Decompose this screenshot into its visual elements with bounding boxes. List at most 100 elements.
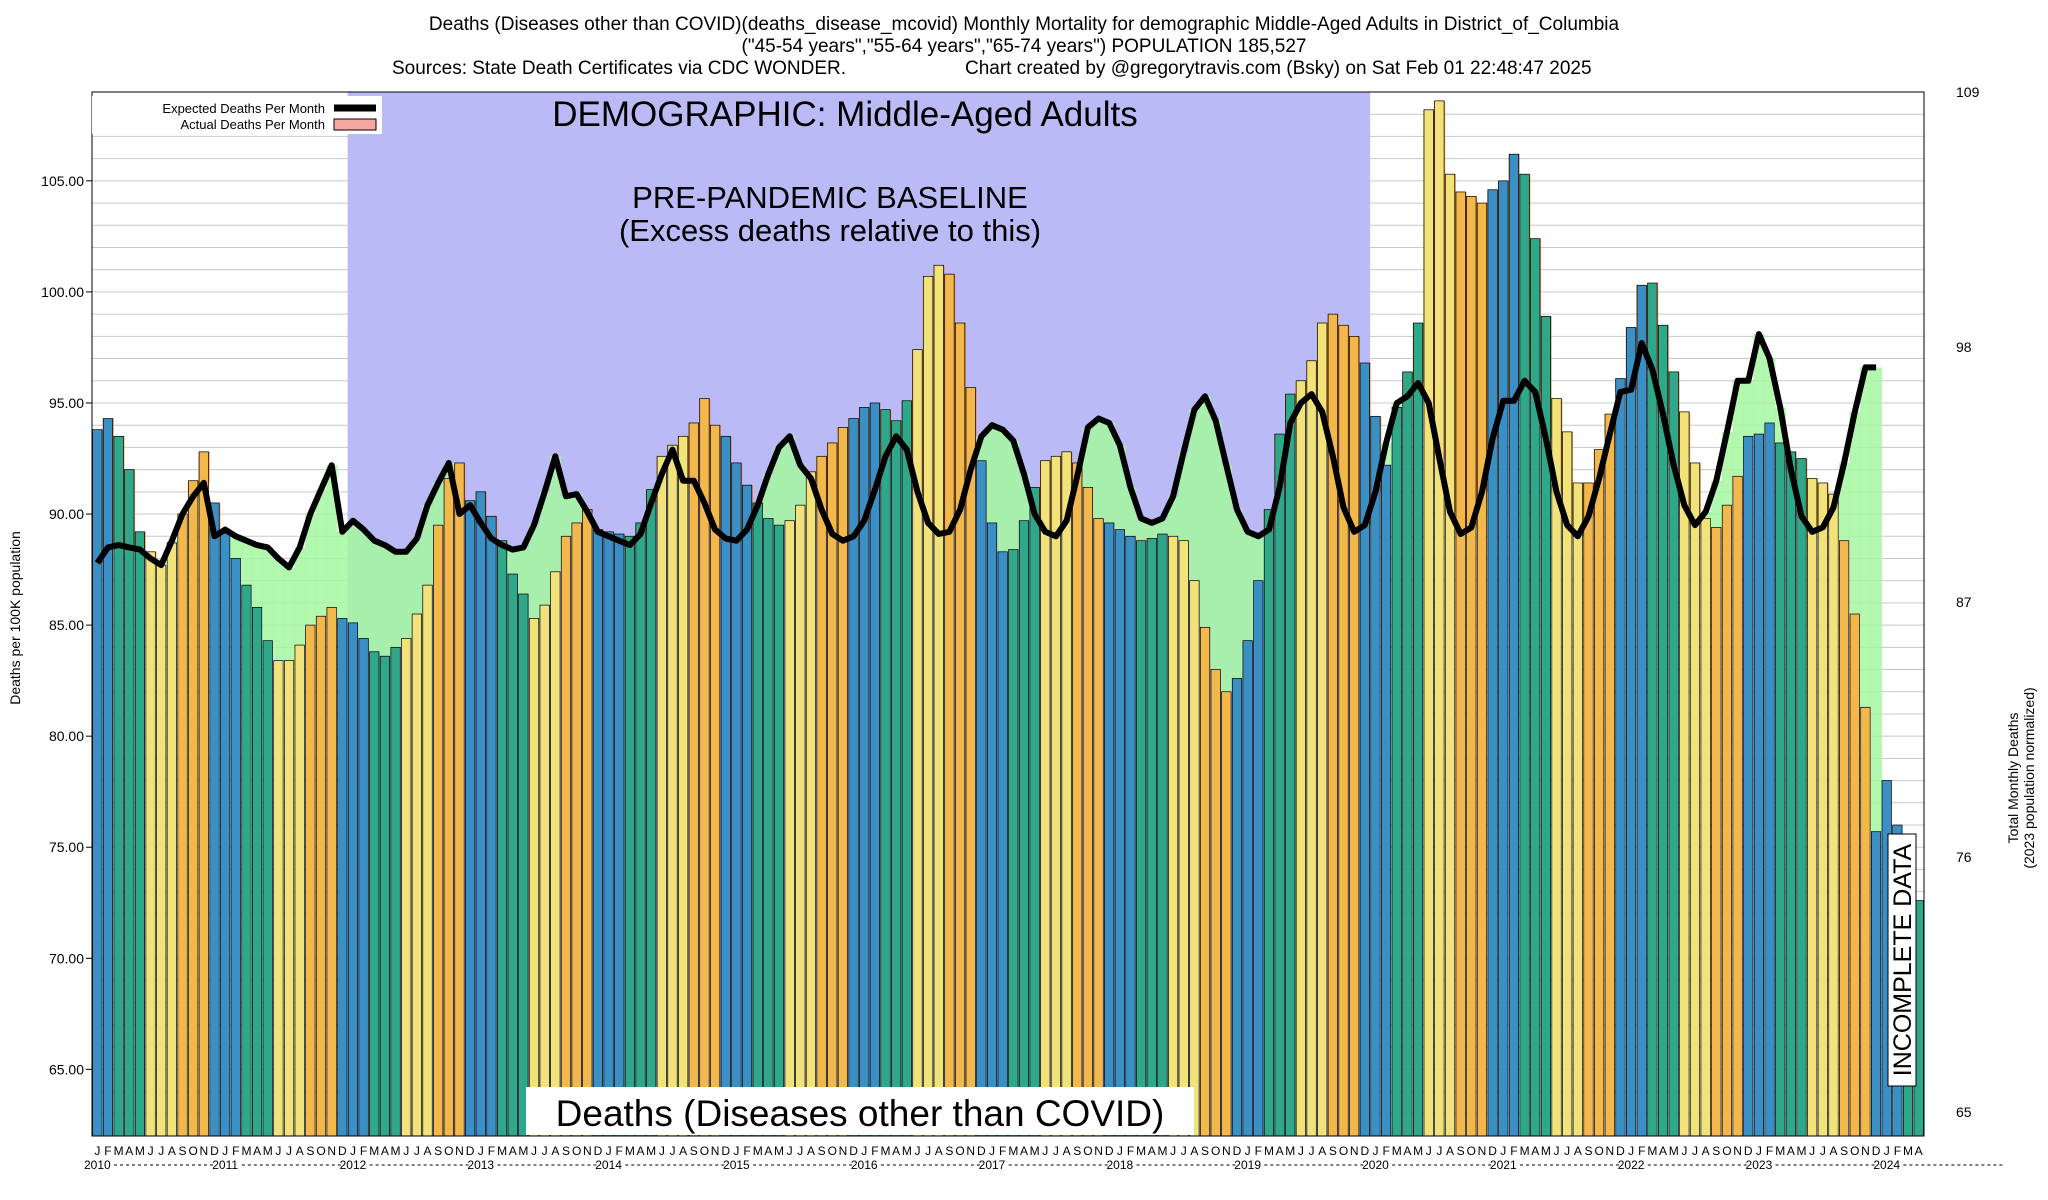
x-month-label: A [1787,1144,1795,1158]
actual-bar [986,522,998,1137]
x-month-label: O [1083,1144,1092,1158]
x-month-label: S [690,1144,698,1158]
actual-bar [124,469,135,1137]
x-month-label: D [1872,1144,1881,1158]
x-month-label: J [989,1144,995,1158]
x-month-label: F [232,1144,239,1158]
actual-bar [1338,324,1349,1137]
actual-bar [134,531,146,1137]
x-year-label: 2010 [84,1158,111,1172]
x-month-label: A [168,1144,176,1158]
x-month-label: D [1616,1144,1625,1158]
actual-bar [539,604,550,1137]
actual-bar [1572,482,1583,1137]
x-month-label: S [1201,1144,1209,1158]
x-month-label: S [434,1144,442,1158]
x-month-label: N [839,1144,848,1158]
excess-segment [1178,451,1190,541]
actual-bar [1210,669,1221,1137]
excess-segment [347,520,359,623]
y-tick-label: 90.00 [49,506,84,522]
x-month-label: D [1744,1144,1753,1158]
excess-segment [1125,487,1137,537]
excess-segment [507,549,519,575]
x-month-label: F [1766,1144,1773,1158]
x-month-label: A [1190,1144,1198,1158]
x-month-label: N [1222,1144,1231,1158]
x-month-label: J [1681,1144,1687,1158]
x-month-label: O [1850,1144,1859,1158]
actual-bar [188,480,199,1137]
actual-bar [1594,449,1605,1137]
x-month-label: S [562,1144,570,1158]
excess-segment [773,447,785,526]
excess-segment [294,547,306,646]
excess-segment [1870,367,1882,832]
actual-bar [603,531,614,1137]
actual-bar [1008,549,1019,1137]
plot-frame [91,91,1925,1137]
excess-segment [1210,420,1222,670]
excess-segment [1114,445,1126,530]
actual-bar [1061,451,1072,1137]
excess-segment [1732,380,1744,477]
x-month-label: J [787,1144,793,1158]
x-month-label: J [414,1144,420,1158]
x-month-label: M [1030,1144,1040,1158]
actual-bar [997,551,1008,1137]
excess-segment [1199,396,1211,628]
x-month-label: J [148,1144,154,1158]
x-month-label: J [1500,1144,1506,1158]
actual-bar [880,409,891,1137]
actual-bar [667,444,678,1137]
actual-bar [1476,202,1488,1137]
actual-bar [1136,540,1147,1137]
excess-segment [1167,496,1179,537]
excess-segment [1008,440,1020,550]
actual-bar [944,273,955,1137]
x-month-label: J [222,1144,228,1158]
x-month-label: O [189,1144,198,1158]
y-tick-label: 70.00 [49,950,84,966]
actual-bar [795,504,806,1137]
x-month-label: O [1467,1144,1476,1158]
excess-segment [241,540,253,586]
actual-bar [624,535,635,1137]
x-month-label: S [1840,1144,1848,1158]
actual-bar [550,571,561,1137]
excess-segment [976,436,988,461]
x-month-label: J [606,1144,612,1158]
actual-bar [283,660,295,1137]
excess-segment [1018,474,1030,521]
actual-bar [1125,535,1136,1137]
x-month-label: A [1063,1144,1071,1158]
y2-axis-label: Total Monthly Deaths [2005,713,2021,844]
x-month-label: N [1733,1144,1742,1158]
x-month-label: F [999,1144,1006,1158]
excess-segment [262,547,274,641]
actual-bar [1519,173,1530,1137]
actual-bar [869,402,880,1137]
x-month-label: A [1531,1144,1539,1158]
actual-bar [582,509,593,1137]
x-month-label: N [200,1144,209,1158]
actual-bar [1636,284,1647,1137]
actual-bar [1359,362,1370,1137]
x-month-label: A [424,1144,432,1158]
x-month-label: J [350,1144,356,1158]
actual-bar [1263,509,1275,1137]
x-month-label: J [1884,1144,1890,1158]
actual-bar [1370,415,1381,1137]
actual-bar [1796,458,1807,1137]
x-month-label: S [945,1144,953,1158]
actual-bar [741,484,753,1137]
x-month-label: J [1426,1144,1432,1158]
x-month-label: J [1756,1144,1762,1158]
y-tick-label: 100.00 [41,284,84,300]
actual-bar [614,533,625,1137]
actual-bar [1253,580,1264,1137]
x-month-label: J [1117,1144,1123,1158]
y2-tick-label: 76 [1956,849,1972,865]
x-month-label: D [466,1144,475,1158]
actual-bar [1178,540,1189,1137]
